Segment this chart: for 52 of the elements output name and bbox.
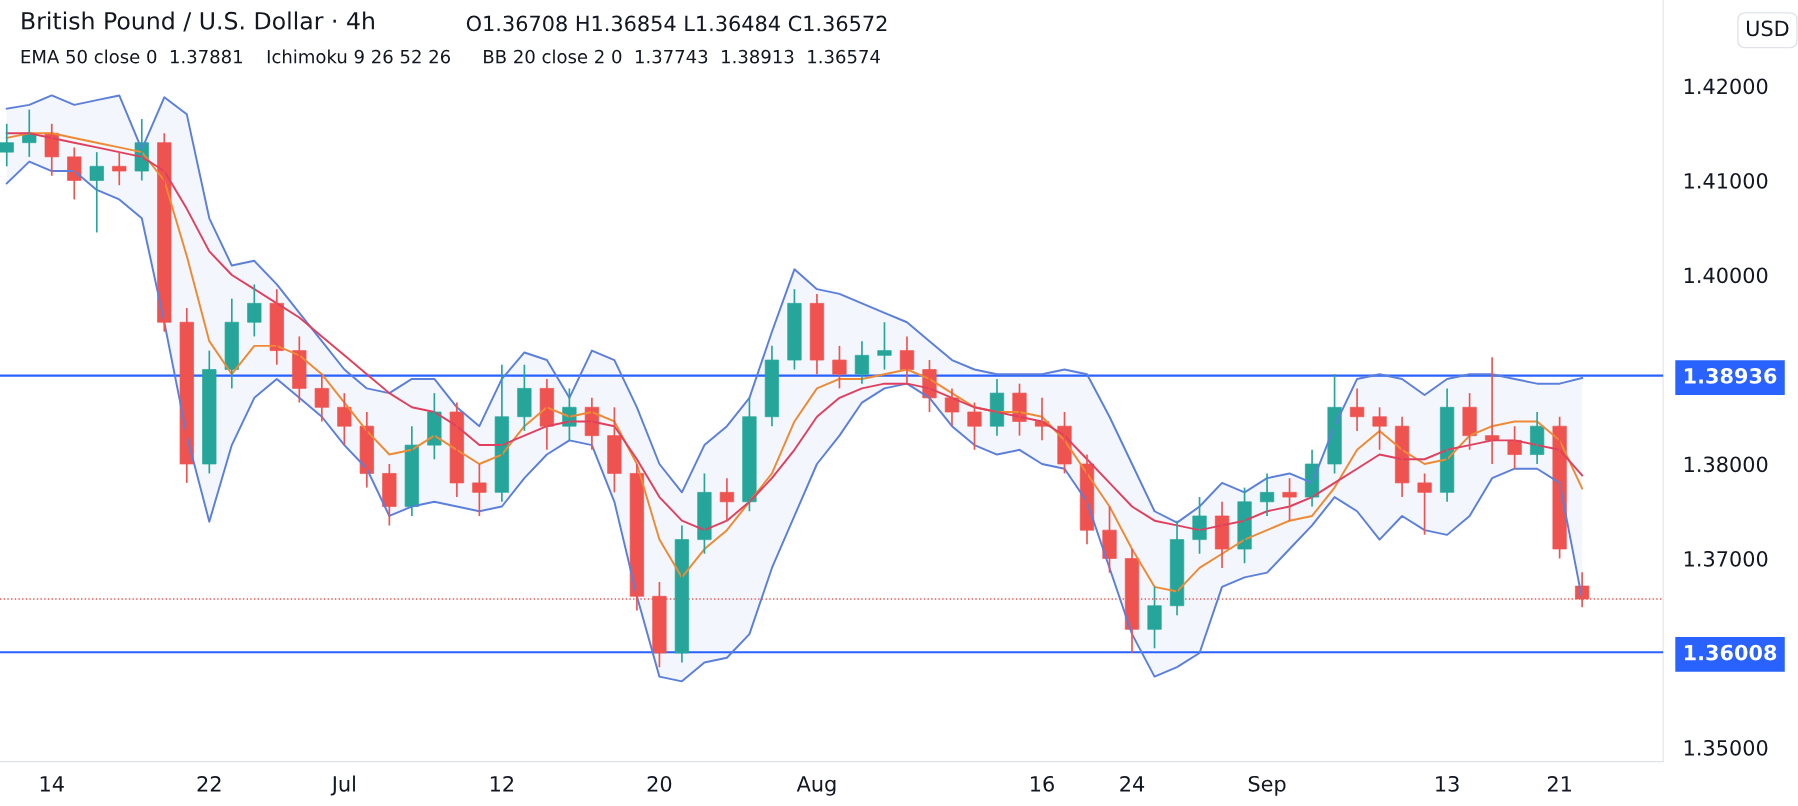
x-tick-label: 13 bbox=[1436, 775, 1459, 792]
candlestick bbox=[1417, 472, 1432, 536]
x-tick-label: 22 bbox=[197, 775, 221, 792]
y-tick-label: 1.38000 bbox=[1684, 456, 1768, 473]
annotation: BB 20 close 2 0 1.37743 1.38913 1.36574 bbox=[484, 49, 880, 64]
x-tick-label: 20 bbox=[647, 775, 672, 792]
candlestick bbox=[742, 397, 757, 513]
y-tick-label: 1.36008 bbox=[1684, 644, 1777, 661]
candlestick bbox=[427, 392, 442, 461]
candlestick bbox=[1372, 406, 1387, 451]
candlestick bbox=[1507, 425, 1522, 470]
x-tick-label: Sep bbox=[1248, 775, 1286, 796]
candlestick bbox=[1147, 586, 1162, 650]
candlestick bbox=[1327, 373, 1342, 475]
y-tick-label: 1.41000 bbox=[1684, 172, 1768, 189]
candlestick bbox=[697, 472, 712, 555]
candlestick bbox=[1237, 486, 1252, 565]
x-tick-label: Aug bbox=[796, 776, 836, 796]
candlestick bbox=[1192, 496, 1207, 555]
chart-title: British Pound / U.S. Dollar · 4h bbox=[22, 11, 374, 32]
candlestick bbox=[607, 406, 622, 494]
candlestick bbox=[967, 401, 982, 451]
candlestick bbox=[202, 349, 217, 475]
candlestick bbox=[472, 463, 487, 517]
annotation: O1.36708 H1.36854 L1.36484 C1.36572 bbox=[466, 15, 887, 32]
candlestick bbox=[1282, 477, 1297, 522]
candlestick bbox=[382, 463, 397, 527]
y-tick-label: 1.42000 bbox=[1684, 78, 1768, 95]
annotation: Ichimoku 9 26 52 26 bbox=[267, 49, 451, 64]
x-tick-label: Jul bbox=[330, 775, 355, 796]
candlestick bbox=[314, 373, 329, 423]
candlestick bbox=[787, 288, 802, 371]
y-tick-label: 1.40000 bbox=[1684, 267, 1768, 284]
x-tick-label: 21 bbox=[1547, 775, 1571, 792]
candlestick bbox=[0, 122, 14, 168]
candlestick bbox=[517, 363, 532, 432]
annotation: EMA 50 close 0 1.37881 bbox=[21, 49, 242, 64]
x-tick-label: 14 bbox=[40, 776, 64, 792]
candlestick bbox=[112, 151, 127, 187]
y-tick-label: 1.38936 bbox=[1684, 368, 1777, 384]
y-tick-label: 1.35000 bbox=[1684, 739, 1768, 756]
x-tick-label: 16 bbox=[1031, 775, 1054, 792]
candlestick bbox=[877, 321, 892, 371]
candlestick bbox=[1462, 392, 1477, 451]
candlestick bbox=[832, 345, 847, 390]
text: USD bbox=[1746, 20, 1789, 37]
candlestick bbox=[247, 283, 262, 338]
y-tick-label: 1.37000 bbox=[1684, 550, 1768, 567]
candlestick bbox=[89, 151, 104, 234]
candlestick bbox=[1102, 505, 1117, 574]
x-tick-label: 12 bbox=[490, 775, 514, 792]
x-tick-label: 24 bbox=[1120, 775, 1145, 792]
